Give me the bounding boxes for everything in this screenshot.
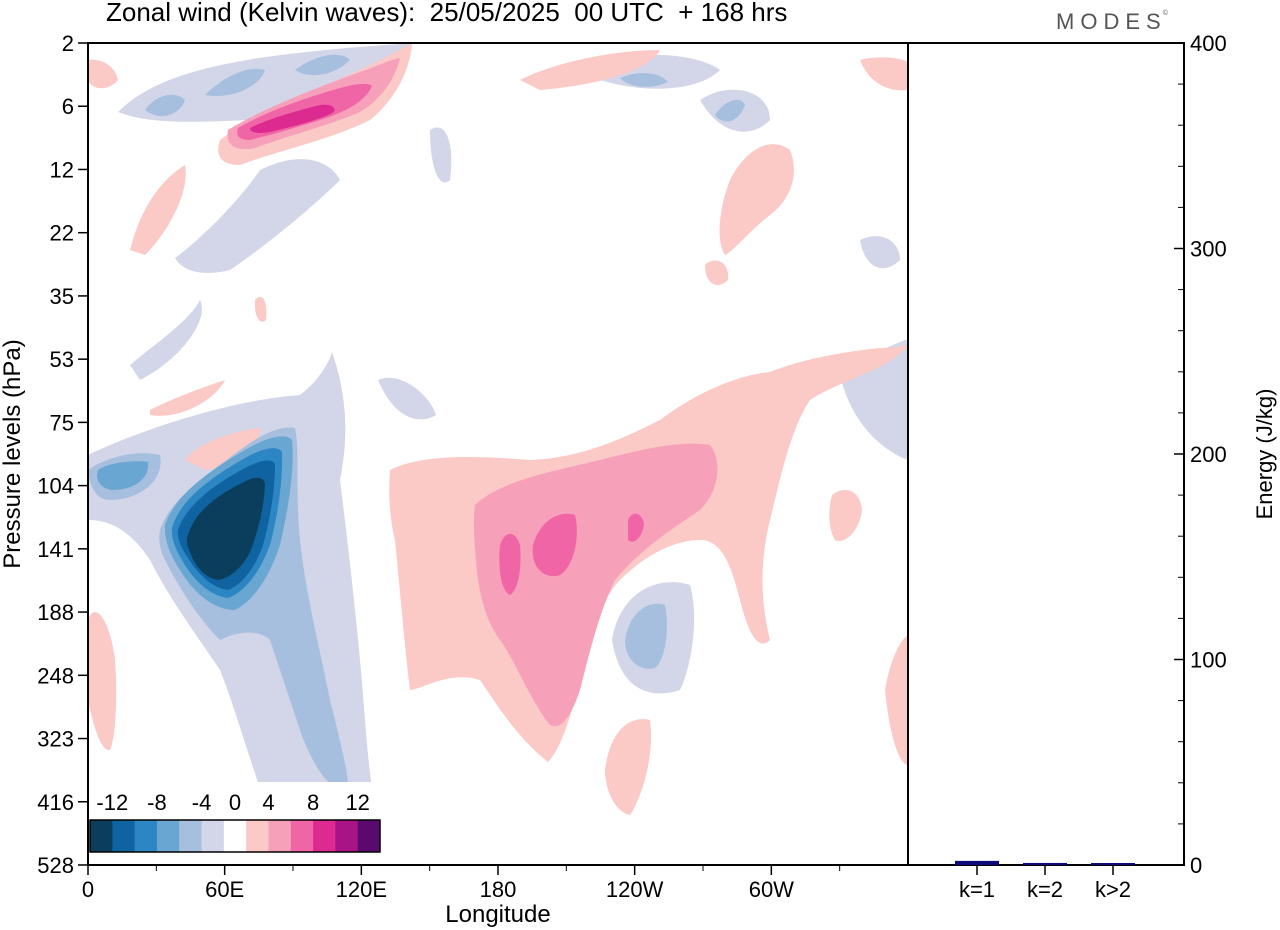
colorbar-label: -12 [96, 790, 128, 815]
field-neg-core [186, 477, 265, 580]
y-tick-label: 248 [37, 663, 74, 688]
field-pos-peak [250, 104, 335, 133]
colorbar-swatch [290, 820, 314, 852]
y-tick-label: 6 [62, 94, 74, 119]
colorbar-label: 4 [262, 790, 274, 815]
y-tick-label: 35 [50, 284, 74, 309]
x-tick-label: 60E [205, 877, 244, 902]
colorbar-labels: -12 -8 -4 0 4 8 12 [96, 790, 370, 815]
colorbar: -12 -8 -4 0 4 8 12 [89, 782, 381, 864]
colorbar-swatches [89, 819, 381, 853]
colorbar-swatch [335, 820, 359, 852]
colorbar-swatch [246, 820, 269, 852]
colorbar-swatch [223, 820, 247, 852]
energy-tick-label: 0 [1190, 853, 1202, 878]
y-tick-label: 416 [37, 790, 74, 815]
energy-bar [1023, 862, 1067, 865]
colorbar-frame [89, 819, 381, 853]
energy-cat-label: k>2 [1095, 877, 1131, 902]
y-tick-label: 12 [50, 157, 74, 182]
colorbar-swatch [179, 820, 203, 852]
energy-axis: 0 100 200 300 400 [1174, 31, 1227, 878]
y-axis: 2 6 12 22 35 53 75 104 141 188 248 323 416 528 [37, 31, 88, 878]
energy-bars: k=1 k=2 k>2 [955, 860, 1135, 902]
wind-field [88, 43, 908, 865]
logo-mark: © [1162, 10, 1168, 17]
y-axis-label: Pressure levels (hPa) [0, 339, 26, 568]
y-tick-label: 188 [37, 600, 74, 625]
energy-cat-label: k=1 [959, 877, 995, 902]
x-tick-label: 120W [606, 877, 664, 902]
colorbar-swatch [134, 820, 158, 852]
colorbar-swatch [201, 820, 225, 852]
colorbar-swatch [156, 820, 180, 852]
y-tick-label: 75 [50, 410, 74, 435]
energy-cat-label: k=2 [1027, 877, 1063, 902]
x-tick-label: 120E [336, 877, 387, 902]
energy-bar [955, 860, 999, 865]
energy-tick-label: 100 [1190, 648, 1227, 673]
y-tick-label: 104 [37, 474, 74, 499]
y-tick-label: 528 [37, 853, 74, 878]
energy-bar [1091, 863, 1135, 865]
x-axis: 0 60E 120E 180 120W 60W [82, 865, 841, 902]
y-tick-label: 323 [37, 727, 74, 752]
colorbar-swatch [90, 820, 113, 852]
colorbar-label: -8 [147, 790, 167, 815]
x-tick-label: 60W [749, 877, 794, 902]
logo-text: MODES [1056, 9, 1167, 34]
energy-panel-frame [907, 42, 1185, 866]
y-tick-label: 141 [37, 537, 74, 562]
colorbar-swatch [268, 820, 292, 852]
x-tick-label: 180 [480, 877, 517, 902]
y-tick-label: 53 [50, 347, 74, 372]
x-tick-label: 0 [82, 877, 94, 902]
energy-tick-label: 300 [1190, 237, 1227, 262]
chart-title: Zonal wind (Kelvin waves): 25/05/2025 00… [106, 0, 788, 27]
colorbar-swatch [313, 820, 336, 852]
colorbar-label: -4 [192, 790, 212, 815]
energy-tick-label: 200 [1190, 442, 1227, 467]
colorbar-label: 0 [229, 790, 241, 815]
energy-axis-label: Energy (J/kg) [1252, 389, 1277, 520]
energy-tick-label: 400 [1190, 31, 1227, 56]
modes-logo: MODES© [1056, 9, 1172, 35]
x-axis-label: Longitude [445, 901, 550, 928]
y-tick-label: 22 [50, 221, 74, 246]
y-tick-label: 2 [62, 31, 74, 56]
colorbar-label: 8 [307, 790, 319, 815]
colorbar-swatch [112, 820, 136, 852]
colorbar-label: 12 [345, 790, 369, 815]
colorbar-swatch [357, 820, 381, 852]
